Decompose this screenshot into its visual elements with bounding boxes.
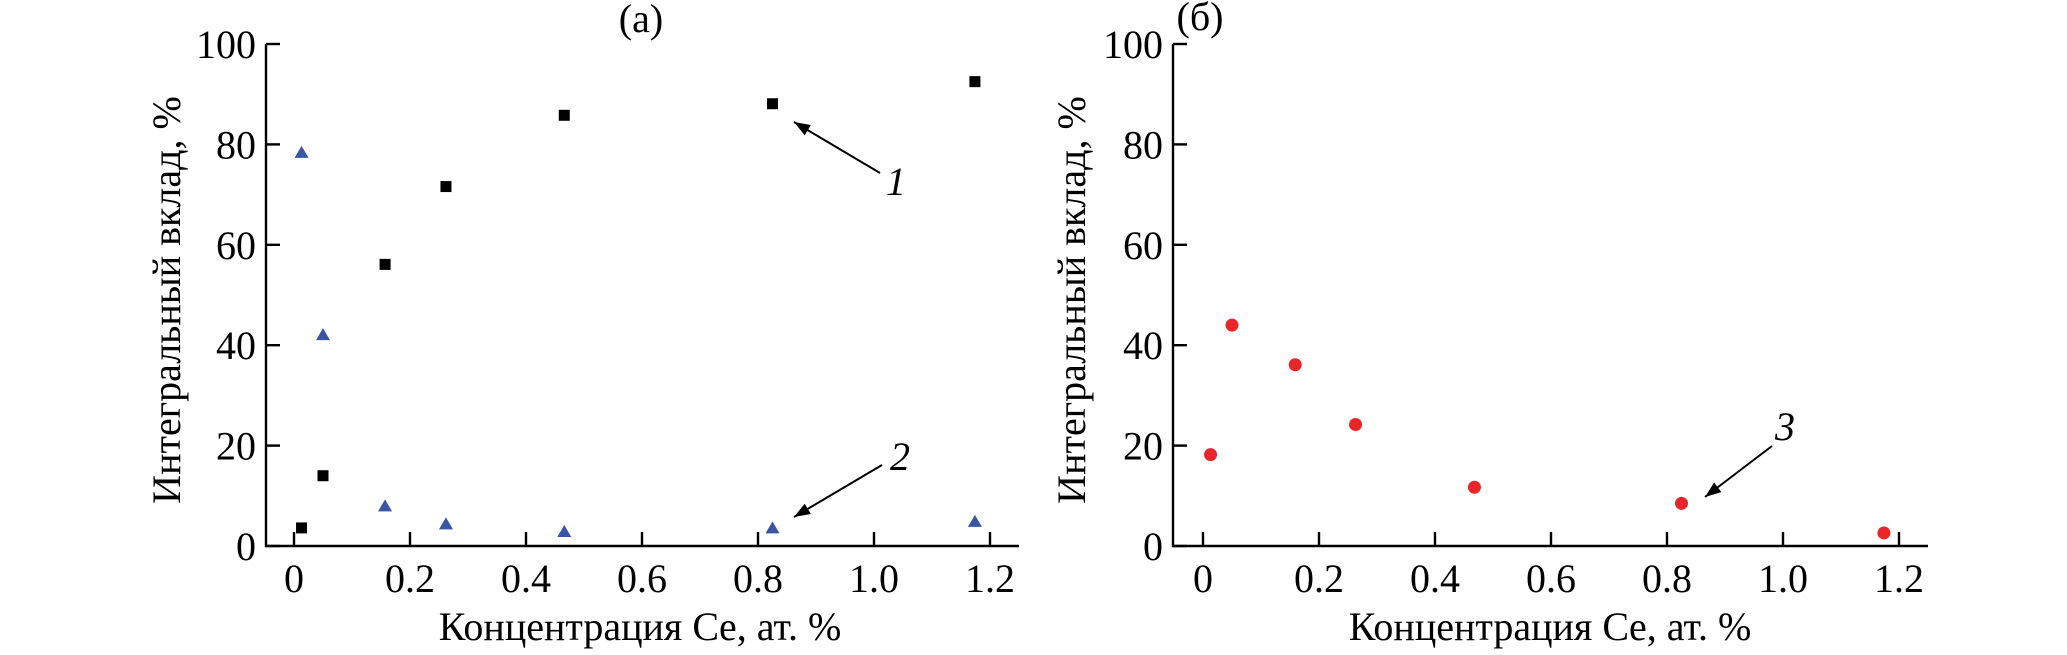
annotation-arrow-line (793, 121, 881, 174)
data-point-triangle (765, 521, 780, 534)
data-point-triangle (438, 517, 453, 530)
x-tick-label: 1.2 (1874, 556, 1924, 601)
chart-panel-b: (б) Концентрация Ce, ат. % Интегральный … (1049, 0, 1928, 649)
y-tick-label: 100 (196, 22, 256, 67)
chart-title: (б) (1177, 0, 1224, 39)
data-point-circle (1204, 448, 1218, 462)
y-tick-label: 60 (1123, 223, 1163, 268)
y-tick-label: 20 (216, 424, 256, 469)
data-point-square (379, 258, 391, 270)
y-tick-label: 100 (1103, 22, 1163, 67)
data-point-triangle (294, 145, 309, 158)
x-tick-label: 0.2 (385, 556, 435, 601)
x-axis-label: Концентрация Ce, ат. % (1349, 604, 1752, 649)
x-tick-label: 0.4 (1410, 556, 1460, 601)
data-point-square (317, 470, 329, 482)
data-point-circle (1225, 318, 1239, 332)
data-point-circle (1877, 526, 1891, 540)
data-point-circle (1349, 418, 1363, 432)
annotation-arrowhead (794, 503, 811, 517)
data-point-square (296, 522, 308, 534)
y-tick-label: 40 (1123, 323, 1163, 368)
x-tick-label: 0.4 (501, 556, 551, 601)
y-tick-label: 60 (216, 223, 256, 268)
x-tick-label: 0.2 (1294, 556, 1344, 601)
data-point-triangle (967, 514, 982, 527)
x-axis-label: Концентрация Ce, ат. % (439, 604, 842, 649)
data-point-square (767, 98, 778, 110)
axes (1171, 44, 1928, 548)
x-tick-label: 1.0 (1758, 556, 1808, 601)
data-point-triangle (557, 524, 572, 537)
y-tick-label: 40 (216, 323, 256, 368)
x-tick-label: 0.8 (1642, 556, 1692, 601)
x-tick-label: 0 (1193, 556, 1213, 601)
data-point-circle (1675, 496, 1688, 510)
y-tick-label: 20 (1123, 424, 1163, 469)
annotation-arrow-line (793, 464, 883, 518)
data-point-square (440, 181, 452, 193)
annotation-label: 3 (1774, 404, 1795, 449)
data-point-triangle (316, 328, 330, 341)
y-axis-label: Интегральный вклад, % (144, 96, 189, 504)
x-tick-label: 1.2 (965, 556, 1015, 601)
annotation-label: 1 (886, 159, 906, 204)
y-tick-label: 80 (1123, 122, 1163, 167)
x-tick-label: 0.8 (733, 556, 783, 601)
data-point-square (558, 109, 570, 121)
annotation-arrowhead (794, 122, 811, 136)
x-tick-label: 0 (284, 556, 304, 601)
x-tick-label: 0.6 (617, 556, 667, 601)
chart-panel-a: (a) Концентрация Ce, ат. % Интегральный … (144, 0, 1019, 649)
y-axis-label: Интегральный вклад, % (1049, 96, 1094, 504)
y-tick-label: 0 (1143, 524, 1163, 569)
data-point-triangle (378, 499, 393, 512)
x-tick-label: 1.0 (849, 556, 899, 601)
data-point-circle (1467, 480, 1481, 494)
chart-title: (a) (619, 0, 663, 41)
y-tick-label: 0 (236, 524, 256, 569)
annotation-label: 2 (890, 434, 910, 479)
y-tick-label: 80 (216, 122, 256, 167)
data-point-circle (1288, 358, 1302, 372)
annotation-arrowhead (1705, 482, 1722, 497)
data-point-square (969, 76, 981, 88)
x-tick-label: 0.6 (1526, 556, 1576, 601)
